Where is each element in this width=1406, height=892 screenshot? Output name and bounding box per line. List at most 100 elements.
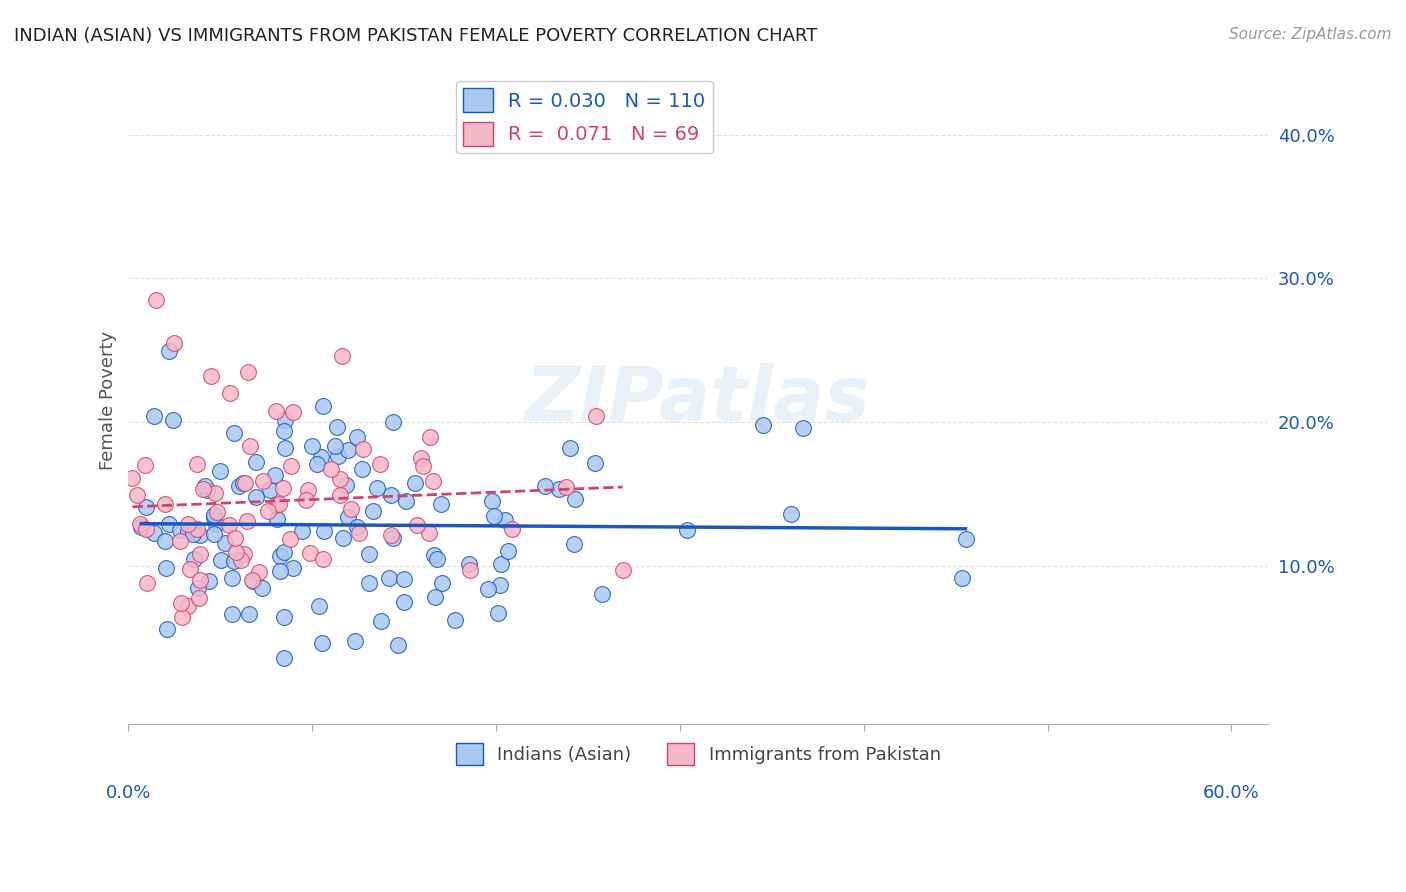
Point [394, 572, 416, 586]
Point [170, 609, 193, 624]
Point [298, 546, 321, 560]
Point [232, 475, 254, 490]
Point [257, 504, 280, 518]
Point [395, 494, 418, 508]
Point [486, 606, 509, 620]
Point [274, 441, 297, 455]
Point [280, 458, 302, 473]
Point [267, 497, 290, 511]
Point [489, 557, 512, 571]
Point [155, 561, 177, 575]
Point [585, 409, 607, 423]
Point [177, 599, 200, 614]
Point [591, 587, 613, 601]
Point [309, 450, 332, 464]
Point [121, 471, 143, 485]
Point [273, 424, 295, 438]
Point [224, 531, 246, 545]
Text: INDIAN (ASIAN) VS IMMIGRANTS FROM PAKISTAN FEMALE POVERTY CORRELATION CHART: INDIAN (ASIAN) VS IMMIGRANTS FROM PAKIST… [14, 27, 817, 45]
Point [188, 573, 211, 587]
Point [430, 576, 453, 591]
Point [214, 535, 236, 549]
Point [370, 614, 392, 628]
Point [419, 430, 441, 444]
Point [366, 481, 388, 495]
Point [245, 490, 267, 504]
Point [301, 439, 323, 453]
Point [156, 622, 179, 636]
Point [252, 474, 274, 488]
Point [187, 581, 209, 595]
Point [955, 532, 977, 546]
Point [534, 479, 557, 493]
Point [271, 481, 294, 495]
Point [218, 518, 240, 533]
Point [186, 457, 208, 471]
Point [202, 508, 225, 523]
Point [443, 613, 465, 627]
Point [157, 517, 180, 532]
Point [179, 562, 201, 576]
Point [346, 520, 368, 534]
Point [153, 533, 176, 548]
Point [297, 483, 319, 497]
Point [496, 543, 519, 558]
Point [380, 487, 402, 501]
Point [423, 548, 446, 562]
Point [494, 513, 516, 527]
Point [157, 344, 180, 359]
Point [392, 595, 415, 609]
Point [381, 531, 404, 545]
Point [676, 523, 699, 537]
Point [346, 430, 368, 444]
Point [135, 522, 157, 536]
Point [336, 443, 359, 458]
Point [143, 526, 166, 541]
Point [129, 517, 152, 532]
Point [380, 528, 402, 542]
Point [177, 516, 200, 531]
Point [314, 524, 336, 538]
Point [224, 554, 246, 568]
Point [792, 421, 814, 435]
Point [264, 498, 287, 512]
Text: Source: ZipAtlas.com: Source: ZipAtlas.com [1229, 27, 1392, 42]
Point [558, 441, 581, 455]
Point [162, 413, 184, 427]
Point [780, 507, 803, 521]
Point [135, 576, 157, 591]
Point [266, 512, 288, 526]
Point [176, 524, 198, 539]
Point [489, 578, 512, 592]
Point [326, 450, 349, 464]
Point [135, 500, 157, 514]
Point [183, 552, 205, 566]
Point [477, 582, 499, 596]
Point [240, 573, 263, 587]
Point [307, 457, 329, 471]
Point [429, 497, 451, 511]
Point [564, 491, 586, 506]
Point [245, 455, 267, 469]
Point [273, 413, 295, 427]
Point [482, 509, 505, 524]
Point [950, 571, 973, 585]
Point [501, 523, 523, 537]
Point [458, 563, 481, 577]
Point [250, 581, 273, 595]
Point [612, 563, 634, 577]
Point [188, 591, 211, 605]
Point [221, 607, 243, 621]
Point [134, 458, 156, 472]
Point [235, 476, 257, 491]
Point [200, 368, 222, 383]
Point [404, 475, 426, 490]
Point [263, 467, 285, 482]
Point [247, 565, 270, 579]
Text: 0.0%: 0.0% [105, 784, 152, 802]
Point [426, 552, 449, 566]
Point [131, 519, 153, 533]
Point [312, 552, 335, 566]
Point [350, 461, 373, 475]
Point [169, 533, 191, 548]
